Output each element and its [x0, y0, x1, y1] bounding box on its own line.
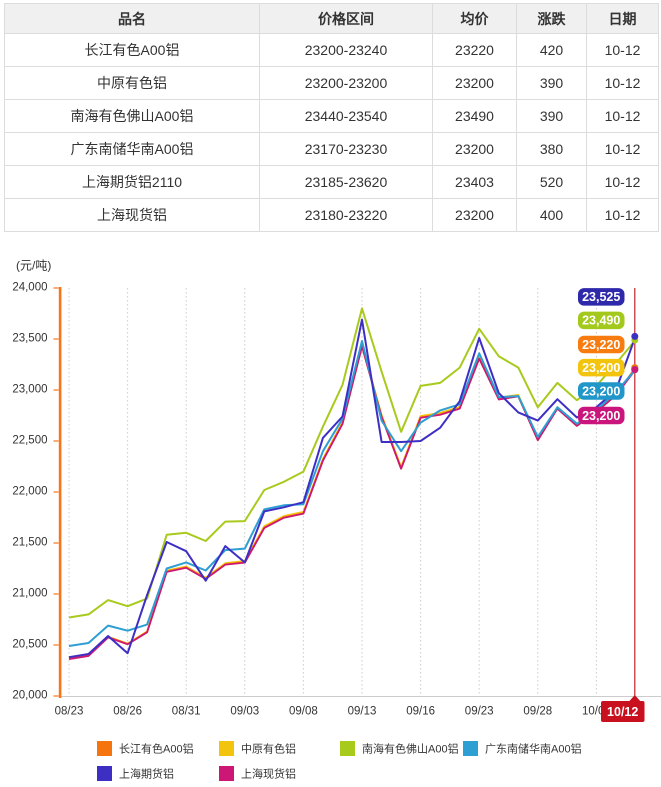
- svg-text:08/26: 08/26: [113, 706, 142, 718]
- svg-text:23,200: 23,200: [582, 409, 620, 423]
- svg-text:21,500: 21,500: [12, 537, 47, 549]
- svg-text:上海期货铝: 上海期货铝: [119, 767, 174, 781]
- svg-text:23,200: 23,200: [582, 384, 620, 398]
- svg-text:21,000: 21,000: [12, 588, 47, 600]
- svg-text:23,200: 23,200: [582, 361, 620, 375]
- svg-text:长江有色A00铝: 长江有色A00铝: [119, 742, 194, 756]
- svg-text:09/13: 09/13: [348, 706, 377, 718]
- svg-text:南海有色佛山A00铝: 南海有色佛山A00铝: [362, 742, 459, 756]
- svg-text:09/16: 09/16: [406, 706, 435, 718]
- svg-text:23,490: 23,490: [582, 314, 620, 328]
- svg-text:08/23: 08/23: [55, 706, 84, 718]
- svg-text:23,000: 23,000: [12, 384, 47, 396]
- svg-text:(元/吨): (元/吨): [16, 259, 51, 273]
- svg-text:上海现货铝: 上海现货铝: [241, 767, 296, 781]
- svg-text:09/03: 09/03: [230, 706, 259, 718]
- svg-text:24,000: 24,000: [12, 282, 47, 294]
- svg-text:09/08: 09/08: [289, 706, 318, 718]
- svg-text:23,220: 23,220: [582, 338, 620, 352]
- svg-text:09/23: 09/23: [465, 706, 494, 718]
- svg-text:23,525: 23,525: [582, 290, 620, 304]
- svg-text:23,500: 23,500: [12, 333, 47, 345]
- svg-text:中原有色铝: 中原有色铝: [241, 742, 296, 756]
- svg-text:20,500: 20,500: [12, 639, 47, 651]
- svg-text:10/12: 10/12: [607, 705, 638, 719]
- svg-text:08/31: 08/31: [172, 706, 201, 718]
- svg-text:09/28: 09/28: [523, 706, 552, 718]
- svg-text:广东南储华南A00铝: 广东南储华南A00铝: [485, 742, 582, 756]
- svg-text:22,500: 22,500: [12, 435, 47, 447]
- svg-text:22,000: 22,000: [12, 486, 47, 498]
- svg-text:20,000: 20,000: [12, 690, 47, 702]
